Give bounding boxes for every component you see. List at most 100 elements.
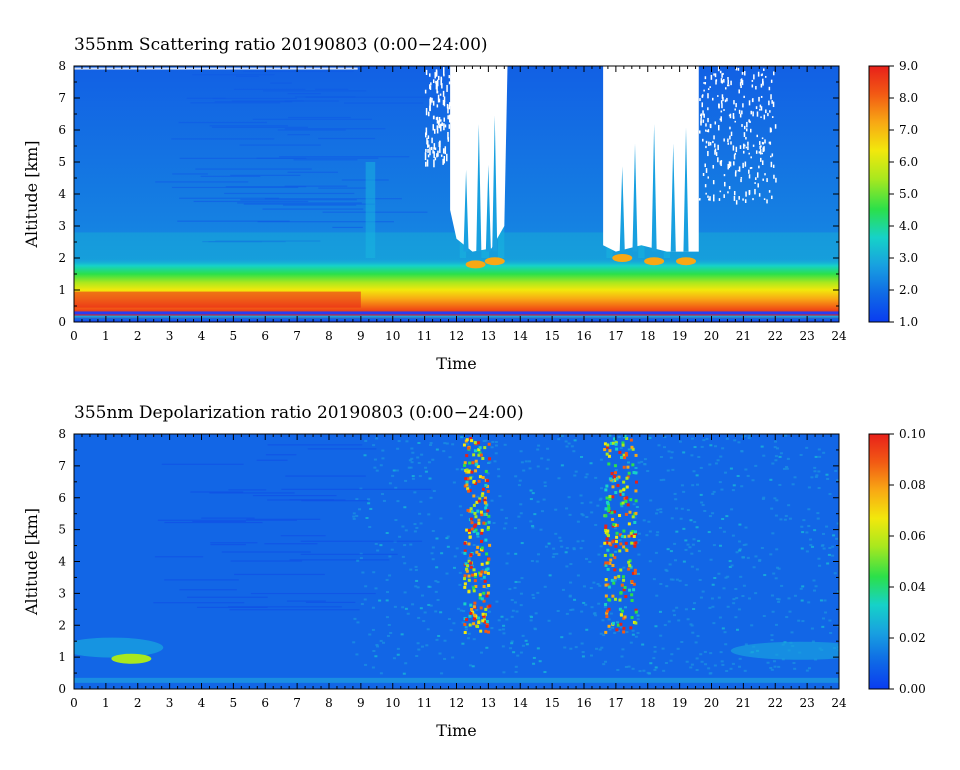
speckle bbox=[709, 142, 712, 146]
noise bbox=[538, 660, 542, 663]
speckle bbox=[758, 165, 760, 169]
noise bbox=[389, 631, 393, 634]
speckle bbox=[461, 115, 463, 120]
speckle bbox=[741, 71, 744, 75]
noise bbox=[381, 457, 385, 460]
x-tick-label: 15 bbox=[544, 696, 559, 710]
noise bbox=[747, 597, 751, 600]
depol-speckle bbox=[603, 442, 607, 446]
noise bbox=[658, 610, 662, 613]
y-tick-label: 4 bbox=[58, 555, 66, 569]
speckle bbox=[728, 114, 731, 117]
noise bbox=[668, 563, 672, 566]
speckle bbox=[727, 142, 730, 145]
noise bbox=[457, 607, 461, 610]
depol-speckle bbox=[469, 611, 473, 615]
noise bbox=[775, 447, 779, 450]
noise bbox=[519, 592, 523, 595]
noise bbox=[833, 572, 837, 575]
noise bbox=[521, 644, 525, 647]
speckle bbox=[713, 73, 715, 76]
speckle bbox=[723, 181, 726, 187]
depol-speckle bbox=[472, 494, 476, 498]
depol-speckle bbox=[614, 544, 618, 548]
speckle bbox=[456, 114, 458, 121]
depol-speckle bbox=[605, 532, 609, 536]
noise bbox=[485, 646, 489, 649]
x-tick-label: 6 bbox=[261, 696, 269, 710]
noise bbox=[517, 581, 521, 584]
speckle bbox=[439, 145, 441, 153]
speckle bbox=[753, 74, 755, 80]
noise bbox=[369, 507, 373, 510]
noise bbox=[365, 517, 369, 520]
noise bbox=[744, 468, 748, 471]
noise bbox=[600, 646, 604, 649]
y-axis-label: Altitude [km] bbox=[22, 508, 41, 616]
speckle bbox=[713, 196, 715, 202]
noise bbox=[769, 478, 773, 481]
depol-speckle bbox=[630, 593, 634, 597]
noise bbox=[645, 534, 649, 537]
noise bbox=[788, 610, 792, 613]
streak bbox=[318, 187, 367, 189]
noise bbox=[385, 578, 389, 581]
speckle bbox=[448, 117, 451, 123]
depol-speckle bbox=[614, 540, 618, 544]
depol-speckle bbox=[604, 528, 608, 532]
depol-speckle bbox=[625, 453, 629, 457]
speckle bbox=[461, 111, 463, 119]
noise bbox=[573, 598, 577, 601]
depol-speckle bbox=[605, 541, 609, 545]
noise bbox=[726, 605, 730, 608]
speckle bbox=[771, 153, 774, 157]
noise bbox=[513, 601, 517, 604]
speckle bbox=[720, 110, 723, 113]
noise bbox=[381, 493, 385, 496]
speckle bbox=[709, 86, 711, 88]
depol-speckle bbox=[473, 441, 477, 445]
noise bbox=[673, 542, 677, 545]
streak bbox=[344, 102, 424, 104]
noise bbox=[752, 566, 756, 569]
speckle bbox=[767, 112, 769, 117]
noise bbox=[744, 543, 748, 546]
speckle bbox=[728, 186, 731, 190]
noise bbox=[735, 551, 739, 554]
depol-speckle bbox=[481, 492, 485, 496]
noise bbox=[352, 517, 356, 520]
noise bbox=[356, 621, 360, 624]
speckle bbox=[456, 135, 459, 139]
speckle bbox=[755, 85, 757, 90]
noise bbox=[529, 616, 533, 619]
noise bbox=[510, 615, 514, 618]
noise bbox=[416, 586, 420, 589]
depol-speckle bbox=[481, 612, 485, 616]
noise bbox=[740, 450, 744, 453]
noise bbox=[813, 589, 817, 592]
noise bbox=[692, 538, 696, 541]
noise bbox=[556, 609, 560, 612]
depol-speckle bbox=[632, 534, 636, 538]
noise bbox=[460, 468, 464, 471]
depol-speckle bbox=[615, 531, 619, 535]
depol-speckle bbox=[608, 497, 612, 501]
speckle bbox=[430, 146, 433, 151]
speckle bbox=[440, 123, 442, 132]
depol-speckle bbox=[626, 465, 630, 469]
noise bbox=[352, 641, 356, 644]
depol-speckle bbox=[485, 561, 489, 565]
noise bbox=[711, 583, 715, 586]
noise bbox=[718, 481, 722, 484]
noise bbox=[597, 602, 601, 605]
streak bbox=[221, 551, 311, 553]
noise bbox=[398, 535, 402, 538]
noise bbox=[532, 596, 536, 599]
noise bbox=[701, 504, 705, 507]
speckle bbox=[456, 82, 458, 90]
noise bbox=[581, 539, 585, 542]
speckle bbox=[436, 79, 439, 87]
speckle bbox=[434, 72, 436, 79]
noise bbox=[576, 574, 580, 577]
noise bbox=[574, 646, 578, 649]
